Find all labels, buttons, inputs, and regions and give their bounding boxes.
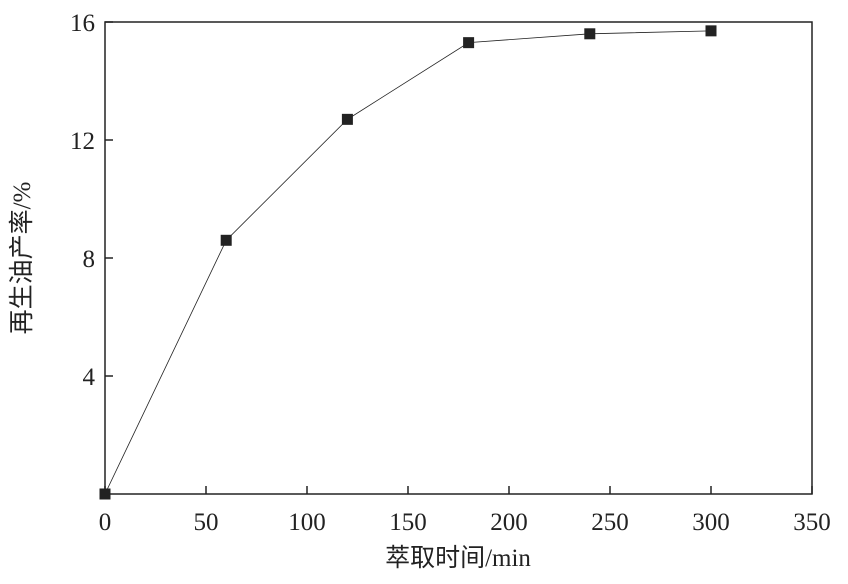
data-point xyxy=(705,25,717,37)
y-tick-label: 12 xyxy=(70,128,95,155)
data-point xyxy=(220,234,232,246)
x-tick-label: 50 xyxy=(194,509,219,536)
data-line xyxy=(104,30,712,495)
x-tick-label: 0 xyxy=(99,509,112,536)
x-tick-label: 100 xyxy=(288,509,326,536)
y-tick-label: 8 xyxy=(83,246,96,273)
x-tick-label: 250 xyxy=(591,509,629,536)
x-tick-label: 350 xyxy=(793,509,831,536)
x-axis-label: 萃取时间/min xyxy=(385,544,531,572)
data-point xyxy=(584,28,596,40)
x-tick-label: 150 xyxy=(389,509,427,536)
y-axis-label: 再生油产率/% xyxy=(8,182,36,335)
plot-frame xyxy=(104,21,813,495)
x-tick-label: 300 xyxy=(692,509,730,536)
data-point xyxy=(341,113,353,125)
data-point xyxy=(463,37,475,49)
x-tick-label: 200 xyxy=(490,509,528,536)
data-point xyxy=(99,488,111,500)
y-tick-label: 4 xyxy=(83,364,96,391)
y-tick-label: 16 xyxy=(70,10,95,37)
